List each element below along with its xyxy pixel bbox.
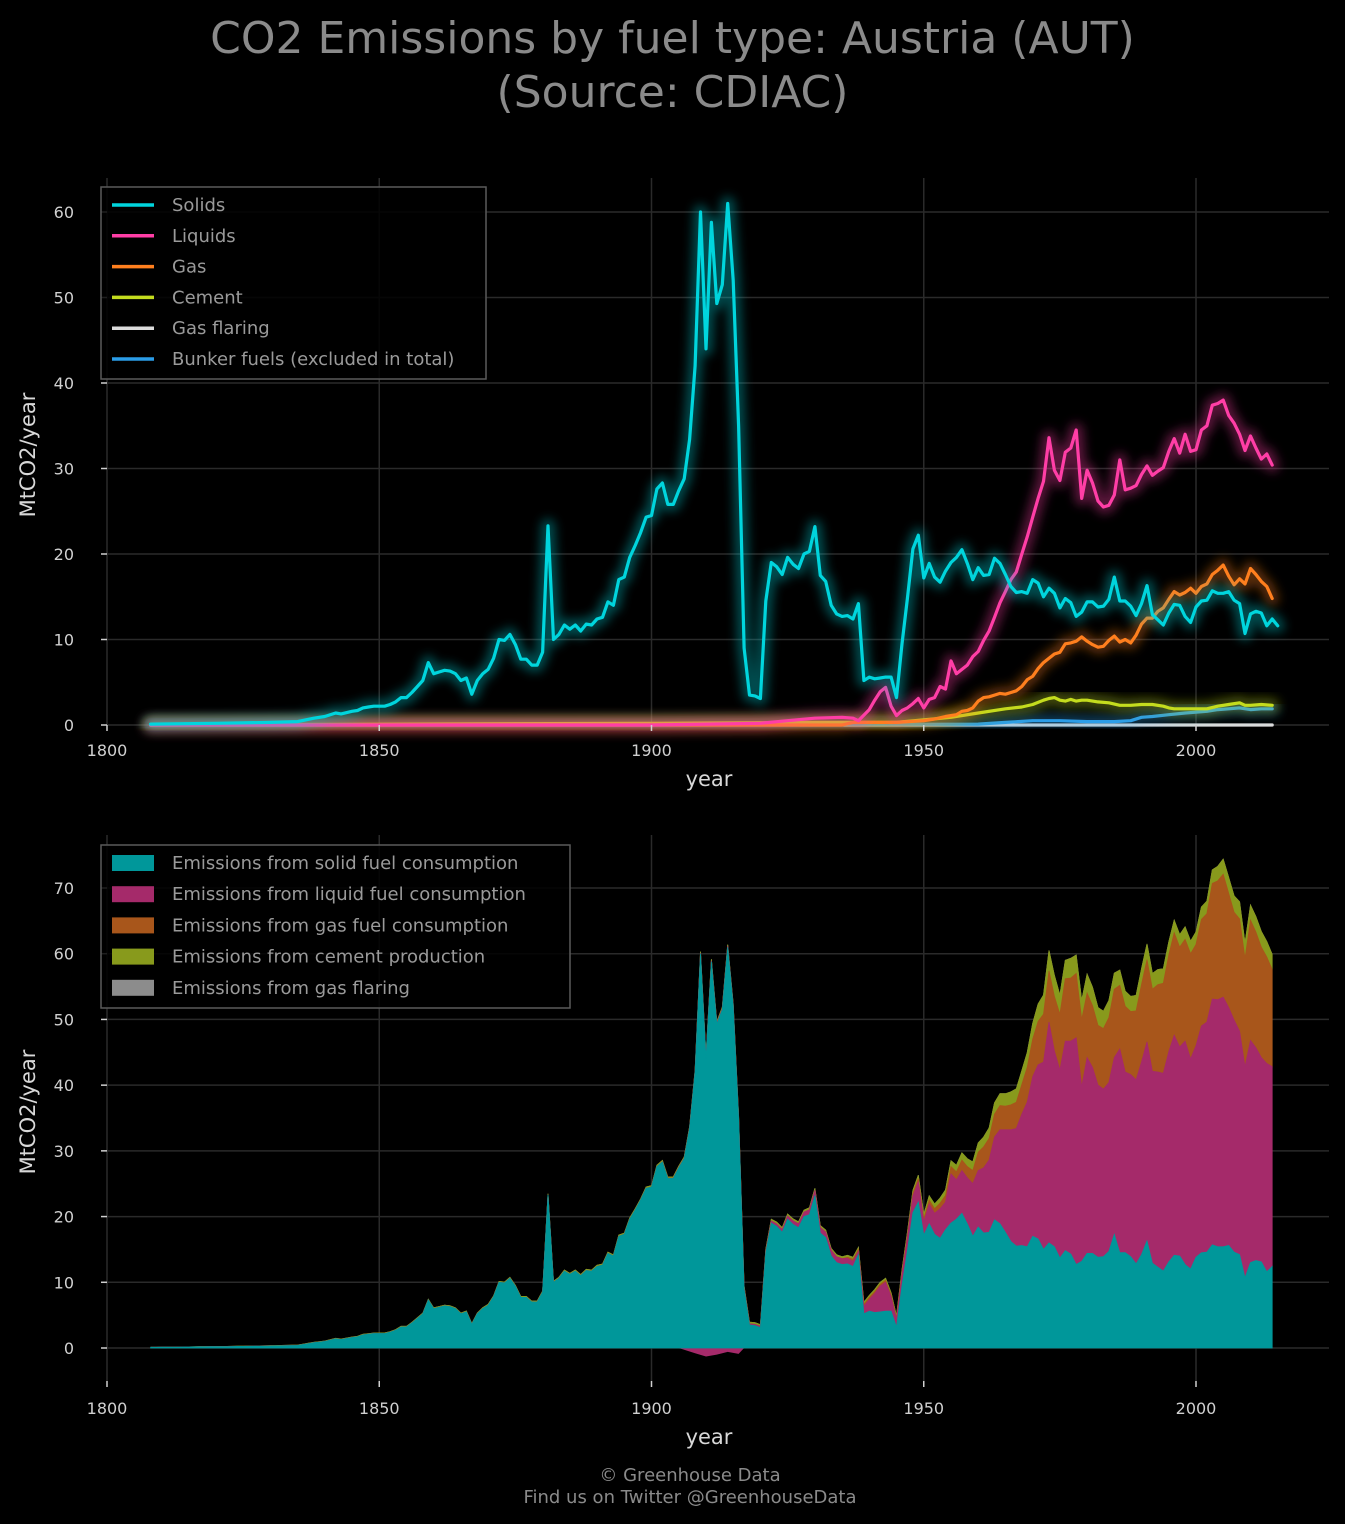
top-x-tick-label-1850: 1850 [359, 741, 400, 760]
bottom-legend-swatch-emissions-from-liquid-fuel-consumption [112, 886, 154, 903]
footer-credits: © Greenhouse Data Find us on Twitter @Gr… [0, 1465, 1345, 1509]
bottom-y-tick-label-70: 70 [54, 879, 74, 898]
top-legend-label-solids: Solids [172, 195, 225, 216]
top-series-solids [143, 196, 1285, 732]
bottom-legend-swatch-emissions-from-gas-fuel-consumption [112, 917, 154, 934]
top-y-tick-label-40: 40 [54, 374, 74, 393]
bottom-legend-label-emissions-from-gas-fuel-consumption: Emissions from gas fuel consumption [172, 915, 508, 936]
bottom-legend-swatch-emissions-from-solid-fuel-consumption [112, 855, 154, 871]
bottom-stacked-areas [150, 858, 1273, 1357]
bottom-y-tick-label-10: 10 [54, 1273, 74, 1292]
top-x-tick-label-1950: 1950 [903, 741, 944, 760]
top-series-line-gas [149, 563, 1274, 727]
bottom-legend-swatch-emissions-from-gas-flaring [112, 979, 154, 996]
top-y-tick-label-20: 20 [54, 545, 74, 564]
top-y-tick-label-50: 50 [54, 289, 74, 308]
top-x-axis-label: year [686, 767, 733, 791]
top-x-tick-label-1800: 1800 [87, 741, 128, 760]
top-legend-label-liquids: Liquids [172, 226, 236, 247]
bottom-area-liquids-negative [678, 1348, 745, 1357]
bottom-legend-label-emissions-from-solid-fuel-consumption: Emissions from solid fuel consumption [172, 853, 518, 874]
top-series-line-liquids [149, 398, 1274, 727]
bottom-legend-label-emissions-from-cement-production: Emissions from cement production [172, 947, 485, 968]
bottom-x-tick-label-2000: 2000 [1176, 1399, 1217, 1418]
top-y-tick-label-60: 60 [54, 203, 74, 222]
top-series-liquids [143, 393, 1280, 732]
top-legend-label-gas-flaring: Gas flaring [172, 318, 270, 339]
chart-title: CO2 Emissions by fuel type: Austria (AUT… [0, 12, 1345, 120]
top-legend-label-gas: Gas [172, 257, 206, 278]
bottom-y-axis-label: MtCO2/year [16, 1049, 40, 1174]
bottom-y-tick-label-0: 0 [64, 1339, 74, 1358]
bottom-area-emissions-from-solid-fuel-consumption [150, 947, 1273, 1349]
footer-twitter: Find us on Twitter @GreenhouseData [523, 1487, 857, 1508]
chart-title-line1: CO2 Emissions by fuel type: Austria (AUT… [210, 13, 1135, 64]
bottom-x-axis-label: year [686, 1425, 733, 1449]
bottom-y-tick-label-20: 20 [54, 1208, 74, 1227]
top-x-tick-label-1900: 1900 [631, 741, 672, 760]
top-axis-ticks: 1800 1850 1900 1950 2000 0 10 20 30 40 50 60 [54, 203, 1217, 760]
top-legend-label-cement: Cement [172, 287, 243, 308]
bottom-legend-swatch-emissions-from-cement-production [112, 948, 154, 965]
top-series-line-solids [149, 201, 1280, 726]
top-line-chart: 1800 1850 1900 1950 2000 0 10 20 30 40 50 60 year M… [16, 178, 1329, 791]
bottom-x-tick-label-1950: 1950 [903, 1399, 944, 1418]
bottom-x-tick-label-1850: 1850 [359, 1399, 400, 1418]
chart-title-line2: (Source: CDIAC) [496, 67, 849, 118]
top-series-gas [143, 558, 1280, 732]
top-y-tick-label-10: 10 [54, 631, 74, 650]
bottom-legend-label-emissions-from-gas-flaring: Emissions from gas flaring [172, 978, 410, 999]
bottom-legend: Emissions from solid fuel consumption Emi… [100, 844, 571, 1009]
top-series-lines [143, 196, 1285, 732]
top-legend-label-bunker-fuels-excluded-in-total: Bunker fuels (excluded in total) [172, 349, 454, 370]
bottom-area-chart: 1800 1850 1900 1950 2000 0 10 20 30 40 50 60 70 year… [16, 835, 1329, 1449]
bottom-legend-label-emissions-from-liquid-fuel-consumption: Emissions from liquid fuel consumption [172, 884, 526, 905]
footer-copyright: © Greenhouse Data [599, 1465, 781, 1486]
bottom-y-tick-label-40: 40 [54, 1076, 74, 1095]
bottom-x-tick-label-1800: 1800 [87, 1399, 128, 1418]
bottom-x-tick-label-1900: 1900 [631, 1399, 672, 1418]
bottom-y-tick-label-30: 30 [54, 1142, 74, 1161]
top-x-tick-label-2000: 2000 [1176, 741, 1217, 760]
top-y-tick-label-0: 0 [64, 716, 74, 735]
bottom-y-tick-label-50: 50 [54, 1010, 74, 1029]
top-y-tick-label-30: 30 [54, 460, 74, 479]
bottom-y-tick-label-60: 60 [54, 945, 74, 964]
top-y-axis-label: MtCO2/year [16, 392, 40, 517]
top-legend: Solids Liquids Gas Cement Gas flaring Bunker … [100, 186, 487, 380]
